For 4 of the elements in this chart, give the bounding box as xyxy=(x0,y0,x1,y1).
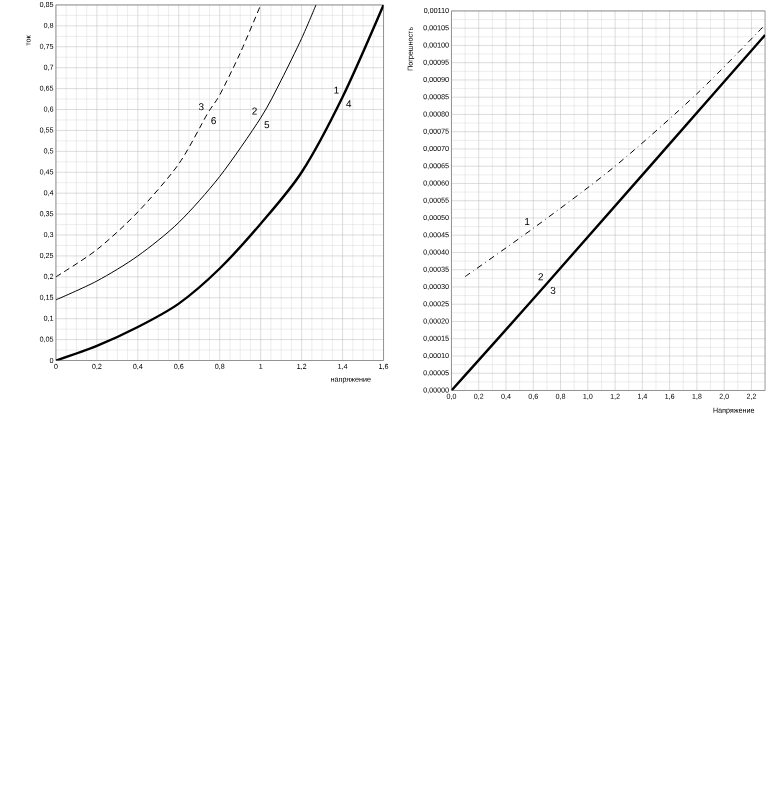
line-series xyxy=(56,4,262,278)
line-series xyxy=(56,4,384,361)
line-series xyxy=(56,4,317,301)
line-series xyxy=(465,24,766,278)
